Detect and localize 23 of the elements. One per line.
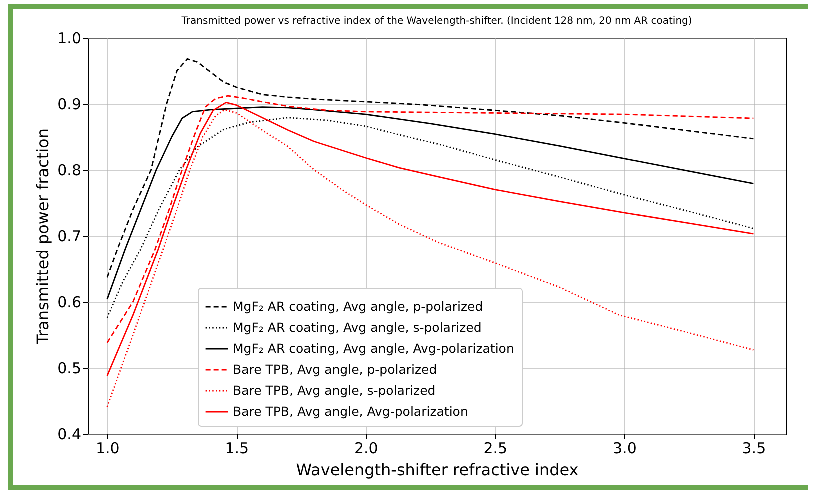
x-tick-label: 1.5	[225, 440, 250, 458]
y-tick-label: 0.4	[58, 426, 82, 444]
x-tick-label: 3.0	[612, 440, 637, 458]
legend-label: Bare TPB, Avg angle, p-polarized	[233, 362, 438, 377]
y-tick-label: 0.7	[58, 228, 82, 246]
y-tick-label: 1.0	[58, 30, 82, 48]
legend-label: MgF₂ AR coating, Avg angle, Avg-polarization	[233, 341, 514, 356]
x-tick-label: 1.0	[96, 440, 120, 458]
x-axis-title: Wavelength-shifter refractive index	[296, 460, 579, 480]
y-tick-label: 0.8	[58, 162, 82, 180]
legend-label: Bare TPB, Avg angle, Avg-polarization	[233, 404, 468, 419]
y-tick-label: 0.6	[58, 294, 82, 312]
x-tick-label: 2.0	[354, 440, 378, 458]
y-tick-label: 0.5	[58, 360, 82, 378]
chart-title: Transmitted power vs refractive index of the Wavelength-shifter. (Incident 128 nm, 20 nm AR coating)	[180, 16, 692, 27]
y-tick-label: 0.9	[58, 96, 82, 114]
legend-label: Bare TPB, Avg angle, s-polarized	[233, 383, 436, 398]
legend-label: MgF₂ AR coating, Avg angle, s-polarized	[233, 320, 482, 335]
x-tick-label: 2.5	[484, 440, 508, 458]
x-tick-label: 3.5	[742, 440, 766, 458]
y-axis-title: Transmitted power fraction	[34, 128, 53, 346]
legend-label: MgF₂ AR coating, Avg angle, p-polarized	[233, 299, 484, 314]
line-series	[106, 58, 754, 278]
